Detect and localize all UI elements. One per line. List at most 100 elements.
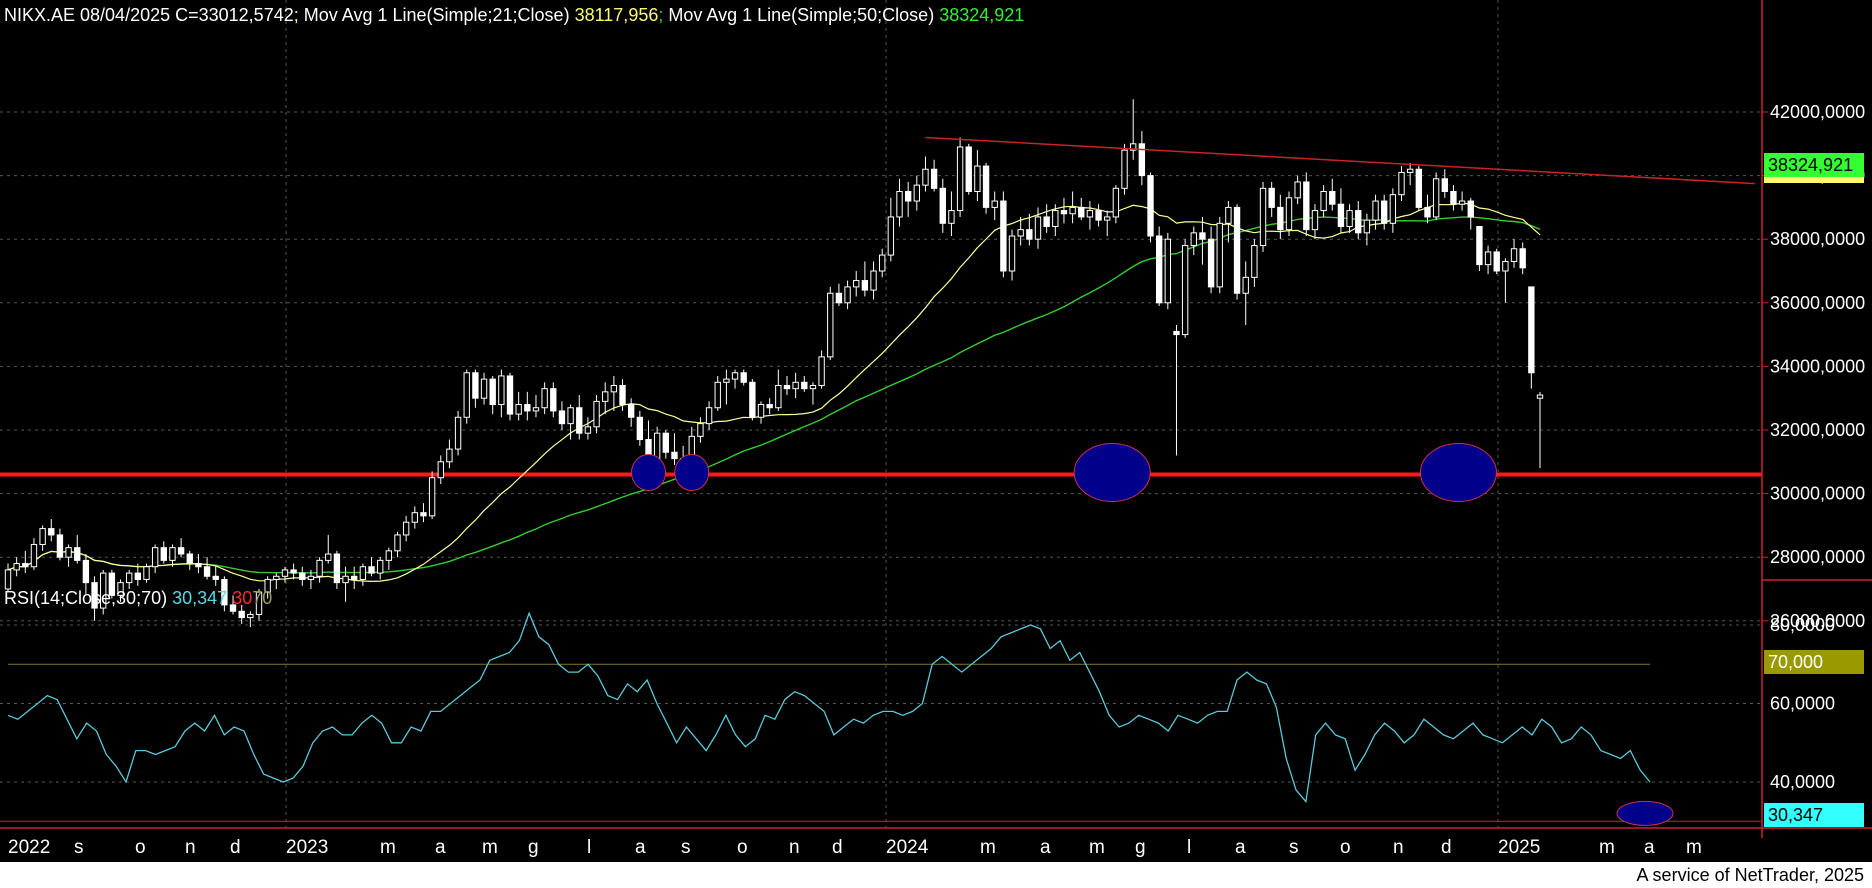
candle-body-up <box>39 528 46 545</box>
ma21-value: 38117,956 <box>574 5 659 25</box>
candle <box>1502 258 1509 303</box>
candle <box>1190 226 1197 256</box>
candle <box>576 395 583 440</box>
candle <box>619 379 626 411</box>
candle <box>238 604 245 624</box>
grid <box>0 0 1762 828</box>
price-header: NIKX.AE 08/04/2025 C=33012,5742; Mov Avg… <box>4 5 1024 26</box>
candle <box>714 375 721 411</box>
candle-body-down <box>930 168 938 189</box>
candle-body-down <box>333 553 341 584</box>
candle <box>1432 172 1440 221</box>
candle <box>108 569 116 599</box>
candle <box>1406 162 1414 186</box>
candle <box>151 544 159 574</box>
chart-area[interactable]: 42000,000040000,000038000,000036000,0000… <box>0 0 1872 862</box>
candle <box>896 178 903 227</box>
candle-body-down <box>965 146 972 192</box>
candle <box>853 271 860 297</box>
highlight-ellipse <box>1419 443 1497 503</box>
candle <box>125 569 133 589</box>
candle <box>1155 226 1163 306</box>
candle-body-up <box>1052 210 1059 227</box>
footer-bar: A service of NetTrader, 2025 <box>0 862 1872 888</box>
candle <box>956 137 964 217</box>
candle-body-up <box>714 381 721 409</box>
rsi-path <box>7 611 1651 804</box>
candle <box>1415 166 1423 211</box>
candle <box>1138 131 1146 186</box>
candle <box>740 369 747 386</box>
rsi-label: RSI(14;Close;30;70) <box>4 588 168 608</box>
candle-body-up <box>1112 187 1120 218</box>
candle <box>731 369 739 389</box>
rsi-value-badge-bg <box>1764 803 1864 827</box>
candle <box>1294 175 1301 205</box>
candle-body-up <box>428 477 436 517</box>
candle <box>30 538 38 570</box>
candle-body-down <box>1493 251 1500 272</box>
candle <box>333 550 341 589</box>
candle-body-up <box>402 521 410 536</box>
candle-body-up <box>65 547 72 558</box>
candle <box>203 557 211 580</box>
candle-body-up <box>1458 200 1466 205</box>
candle <box>1311 204 1319 240</box>
rsi-70-badge-bg <box>1764 650 1864 674</box>
candle-body-down <box>835 292 843 304</box>
candle <box>1355 201 1362 240</box>
candle <box>1251 239 1258 287</box>
price-tick-label: 36000,0000 <box>1770 293 1865 313</box>
candle-body-down <box>1043 216 1050 227</box>
candle-body-down <box>22 563 29 568</box>
candle-body-up <box>1398 171 1405 196</box>
trendline <box>925 136 1756 185</box>
rsi-panel <box>0 611 1762 826</box>
candle <box>325 534 332 564</box>
candle-body-down <box>1415 168 1423 208</box>
x-tick-label: m <box>1089 837 1105 858</box>
candle <box>697 417 704 443</box>
candle <box>1181 239 1189 338</box>
candle <box>870 261 877 300</box>
candle-body-up <box>480 378 488 399</box>
candle <box>1320 185 1327 217</box>
candle <box>316 557 323 583</box>
candle <box>212 566 219 586</box>
candle-body-up <box>731 372 739 380</box>
candle-body-up <box>723 378 730 383</box>
x-tick-label: g <box>1135 837 1146 858</box>
price-tick-label: 42000,0000 <box>1770 102 1865 122</box>
x-tick-label: a <box>435 837 446 858</box>
candle <box>749 379 756 421</box>
candle-body-up <box>879 254 886 272</box>
candle <box>1052 204 1059 237</box>
candle-body-down <box>939 187 946 224</box>
candle <box>264 576 271 599</box>
candle <box>1450 185 1457 211</box>
candle-body-up <box>1389 194 1397 224</box>
candle-body-up <box>1121 149 1128 189</box>
candle-body-up <box>809 384 817 390</box>
candle-body-down <box>1329 191 1336 205</box>
candle <box>792 372 799 399</box>
candle-body-up <box>1181 245 1189 336</box>
candle-body-down <box>1078 206 1085 218</box>
candle <box>446 439 453 469</box>
candle <box>100 569 107 615</box>
candle-body-up <box>818 356 825 386</box>
candle <box>1086 201 1094 230</box>
candle <box>1398 166 1405 202</box>
candle-body-up <box>273 575 280 580</box>
candle <box>1389 188 1397 233</box>
candle <box>402 515 410 542</box>
candle <box>342 566 349 602</box>
candle <box>1519 242 1526 275</box>
candle <box>783 375 791 396</box>
x-tick-label: m <box>1686 837 1702 858</box>
rsi-y-ticks: 80,0000 60,0000 40,0000 <box>1770 615 1835 792</box>
candle-body-up <box>247 613 254 619</box>
ma21-label: Mov Avg 1 Line(Simple;21;Close) <box>303 5 570 25</box>
candle <box>1069 191 1076 224</box>
candle <box>1476 225 1483 271</box>
